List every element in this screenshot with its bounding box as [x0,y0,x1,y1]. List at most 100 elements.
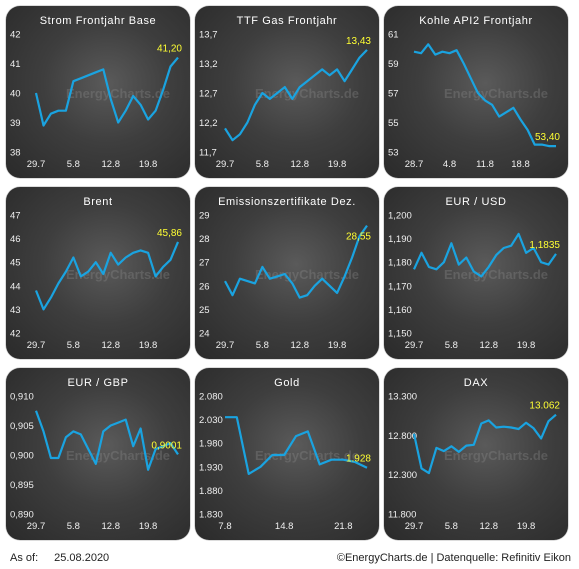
y-tick-label: 40 [10,89,21,100]
as-of-label: As of: [10,552,39,564]
x-tick-label: 5.8 [256,340,269,351]
x-tick-label: 5.8 [256,159,269,170]
y-tick-label: 1,170 [388,281,412,292]
last-value-label: 28,55 [346,232,371,243]
series-line [34,56,179,127]
y-tick-label: 24 [199,329,210,340]
chart-panel-strom-frontjahr-base: EnergyCharts.de 38 39 40 41 42 29.7 5.8 12.8 19.8… [6,6,190,178]
chart-panel-emissionszertifikate-dez: EnergyCharts.de 24 25 26 27 28 29 29.7 5.8 12.8 19… [195,187,379,359]
chart-svg: EnergyCharts.de 1,150 1,160 1,170 1,180 1,190… [388,211,560,352]
series-line [413,43,556,148]
y-tick-label: 1,180 [388,258,412,269]
chart-svg: EnergyCharts.de1.8301.8801.9301.9802.030… [199,392,371,533]
y-tick-label: 11,7 [199,148,217,159]
series-line [34,241,180,311]
watermark: EnergyCharts.de [444,267,548,282]
y-tick-label: 43 [10,305,21,316]
x-tick-label: 19.8 [139,159,158,170]
x-tick-label: 29.7 [27,521,46,532]
y-tick-label: 2.030 [199,415,223,426]
x-tick-label: 11.8 [476,159,494,170]
x-tick-label: 5.8 [67,159,80,170]
chart-panel-eur-gbp: EnergyCharts.de 0,890 0,895 0,900 0,905 0,910… [6,368,190,540]
x-tick-label: 4.8 [443,159,456,170]
y-tick-label: 1.930 [199,462,223,473]
x-tick-label: 21.8 [334,521,353,532]
x-tick-label: 29.7 [216,159,235,170]
chart-title: Strom Frontjahr Base [39,15,157,27]
y-tick-label: 38 [10,148,21,159]
chart-title: EUR / GBP [67,377,129,389]
y-tick-label: 47 [10,211,21,222]
chart-panel-eur-usd: EnergyCharts.de 1,150 1,160 1,170 1,180 1,190… [384,187,568,359]
y-tick-label: 12,7 [199,89,218,100]
x-tick-label: 19.8 [139,340,158,351]
y-tick-label: 0,905 [10,421,34,432]
x-tick-label: 5.8 [67,340,80,351]
x-tick-label: 5.8 [445,521,458,532]
y-tick-label: 39 [10,118,21,129]
y-tick-label: 13.300 [388,392,417,403]
chart-svg: EnergyCharts.de 38 39 40 41 42 29.7 5.8 12.8 19.8… [10,30,182,171]
y-tick-label: 1,190 [388,234,412,245]
x-tick-label: 19.8 [139,521,158,532]
x-tick-label: 19.8 [328,340,347,351]
y-tick-label: 12.300 [388,470,417,481]
x-tick-label: 19.8 [517,340,536,351]
last-value-label: 1,1835 [529,240,560,251]
last-value-label: 45,86 [157,228,182,239]
series-line [412,413,557,475]
last-value-label: 13.062 [529,401,560,412]
y-tick-label: 41 [10,59,21,70]
y-tick-label: 0,910 [10,392,34,403]
source-note: ©EnergyCharts.de | Datenquelle: Refiniti… [336,552,571,564]
x-tick-label: 29.7 [27,340,46,351]
x-tick-label: 14.8 [275,521,294,532]
x-tick-label: 12.8 [101,340,120,351]
y-tick-label: 12,2 [199,118,218,129]
chart-panel-dax: EnergyCharts.de 11.800 12.300 12.800 13.300 2… [384,368,568,540]
last-value-label: 1.928 [346,454,371,465]
x-tick-label: 29.7 [27,159,46,170]
y-tick-label: 1.830 [199,510,223,521]
chart-svg: EnergyCharts.de 24 25 26 27 28 29 29.7 5.8 12.8 19… [199,211,371,352]
chart-svg: EnergyCharts.de0,8900,8950,9000,9050,910… [10,392,182,533]
watermark: EnergyCharts.de [66,86,170,101]
y-tick-label: 42 [10,329,21,340]
chart-grid: EnergyCharts.de 38 39 40 41 42 29.7 5.8 12.8 19.8… [6,6,576,540]
y-tick-label: 44 [10,281,21,292]
x-tick-label: 19.8 [517,521,536,532]
x-tick-label: 12.8 [479,521,498,532]
y-tick-label: 25 [199,305,210,316]
watermark: EnergyCharts.de [255,267,359,282]
chart-title: TTF Gas Frontjahr [236,15,338,27]
as-of: As of: 25.08.2020 [10,552,109,564]
y-tick-label: 45 [10,258,21,269]
last-value-label: 13,43 [346,36,371,47]
y-tick-label: 53 [388,148,399,159]
y-tick-label: 13,7 [199,30,218,41]
chart-panel-gold: EnergyCharts.de 1.830 1.880 1.930 1.980 2.030… [195,368,379,540]
x-tick-label: 12.8 [290,159,309,170]
chart-title: Kohle API2 Frontjahr [419,15,533,27]
chart-panel-brent: EnergyCharts.de 42 43 44 45 46 47 29.7 5.8 12.8 19… [6,187,190,359]
x-tick-label: 19.8 [328,159,347,170]
x-tick-label: 28.7 [405,159,424,170]
y-tick-label: 57 [388,89,399,100]
chart-panel-ttf-gas-frontjahr: EnergyCharts.de 11,7 12,2 12,7 13,2 13,7 29.7 5… [195,6,379,178]
x-tick-label: 5.8 [445,340,458,351]
chart-title: Gold [274,377,300,389]
series-line [412,232,557,278]
watermark: EnergyCharts.de [444,448,548,463]
y-tick-label: 1,150 [388,329,412,340]
chart-title: DAX [463,377,489,389]
series-line [224,49,368,142]
chart-svg: EnergyCharts.de 53 55 57 59 61 28.7 4.8 11.8 18.8… [388,30,560,171]
y-tick-label: 12.800 [388,431,417,442]
x-tick-label: 5.8 [67,521,80,532]
y-tick-label: 11.800 [388,510,416,521]
y-tick-label: 0,890 [10,510,34,521]
chart-title: Emissionszertifikate Dez. [218,196,356,208]
chart-svg: EnergyCharts.de 42 43 44 45 46 47 29.7 5.8 12.8 19… [10,211,182,352]
chart-svg: EnergyCharts.de 11.800 12.300 12.800 13.300 2… [388,392,560,533]
